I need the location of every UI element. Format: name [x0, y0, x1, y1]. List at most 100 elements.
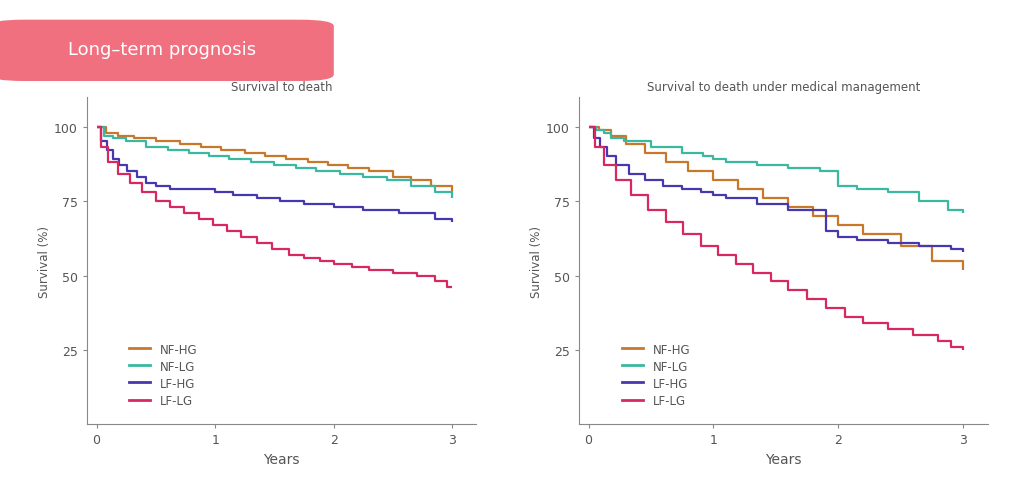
NF-LG — [913, 199, 926, 204]
LF-HG — [113, 163, 125, 169]
NF-LG — [428, 190, 440, 196]
LF-LG — [839, 315, 851, 321]
LF-HG — [639, 178, 651, 184]
LF-LG — [221, 228, 233, 234]
LF-LG — [112, 172, 124, 178]
LF-HG — [819, 228, 831, 234]
LF-HG — [583, 124, 595, 130]
NF-LG — [106, 136, 119, 142]
LF-HG — [209, 190, 221, 196]
NF-LG — [162, 148, 174, 154]
NF-HG — [682, 169, 694, 175]
LF-LG — [164, 204, 176, 210]
NF-HG — [239, 151, 251, 157]
LF-HG — [131, 175, 143, 181]
Line: NF-LG: NF-LG — [96, 127, 453, 199]
Legend: NF-HG, NF-LG, LF-HG, LF-LG: NF-HG, NF-LG, LF-HG, LF-LG — [124, 339, 202, 412]
LF-HG — [610, 163, 623, 169]
LF-LG — [765, 279, 777, 285]
NF-HG — [301, 160, 313, 166]
LF-LG — [440, 285, 453, 291]
NF-HG — [100, 130, 113, 136]
NF-HG — [926, 258, 938, 264]
LF-LG — [625, 193, 637, 199]
Line: NF-HG: NF-HG — [96, 127, 453, 193]
LF-LG — [364, 267, 376, 273]
NF-HG — [957, 267, 970, 273]
LF-HG — [446, 220, 459, 225]
LF-LG — [748, 270, 760, 276]
LF-LG — [283, 252, 295, 258]
LF-HG — [150, 184, 162, 190]
NF-HG — [281, 157, 293, 163]
NF-LG — [334, 172, 346, 178]
LF-LG — [583, 124, 595, 130]
LF-LG — [150, 199, 162, 204]
Line: LF-HG: LF-HG — [96, 127, 453, 223]
NF-LG — [813, 169, 825, 175]
LF-HG — [676, 187, 688, 193]
NF-HG — [857, 231, 869, 237]
Line: NF-HG: NF-HG — [589, 127, 964, 270]
LF-HG — [328, 204, 340, 210]
NF-LG — [882, 190, 894, 196]
NF-LG — [957, 211, 970, 217]
NF-HG — [404, 178, 417, 184]
Line: LF-HG: LF-HG — [589, 127, 964, 252]
Title: Survival to death: Survival to death — [230, 81, 333, 94]
LF-LG — [597, 163, 609, 169]
LF-HG — [357, 207, 370, 213]
LF-LG — [659, 220, 672, 225]
LF-HG — [708, 193, 720, 199]
NF-LG — [223, 157, 236, 163]
Legend: NF-HG, NF-LG, LF-HG, LF-LG: NF-HG, NF-LG, LF-HG, LF-LG — [617, 339, 695, 412]
NF-LG — [90, 124, 102, 130]
NF-LG — [97, 133, 110, 139]
LF-LG — [642, 207, 654, 213]
NF-HG — [732, 187, 744, 193]
NF-HG — [833, 223, 845, 228]
LF-HG — [623, 172, 635, 178]
LF-LG — [387, 270, 399, 276]
NF-LG — [404, 184, 417, 190]
NF-HG — [895, 244, 907, 249]
Line: LF-LG: LF-LG — [589, 127, 964, 350]
NF-LG — [605, 136, 617, 142]
LF-HG — [164, 187, 176, 193]
NF-HG — [593, 127, 605, 133]
LF-HG — [106, 157, 119, 163]
LF-LG — [266, 246, 279, 252]
NF-LG — [617, 139, 630, 145]
LF-LG — [907, 332, 920, 338]
LF-HG — [428, 217, 440, 223]
NF-LG — [851, 187, 863, 193]
LF-HG — [695, 190, 708, 196]
LF-HG — [782, 207, 795, 213]
FancyBboxPatch shape — [0, 20, 334, 82]
NF-HG — [425, 184, 437, 190]
LF-HG — [913, 244, 926, 249]
LF-LG — [695, 244, 708, 249]
X-axis label: Years: Years — [263, 452, 300, 466]
LF-LG — [178, 211, 190, 217]
NF-LG — [268, 163, 281, 169]
LF-HG — [90, 124, 102, 130]
LF-LG — [446, 285, 459, 291]
LF-LG — [782, 288, 795, 294]
NF-HG — [215, 148, 227, 154]
Line: NF-LG: NF-LG — [589, 127, 964, 214]
LF-HG — [274, 199, 287, 204]
LF-LG — [328, 261, 340, 267]
LF-LG — [610, 178, 623, 184]
NF-HG — [708, 178, 720, 184]
NF-LG — [782, 166, 795, 172]
LF-LG — [313, 258, 326, 264]
LF-HG — [882, 240, 894, 246]
LF-LG — [944, 345, 956, 350]
LF-HG — [226, 193, 239, 199]
NF-HG — [364, 169, 376, 175]
LF-LG — [677, 231, 689, 237]
LF-HG — [121, 169, 133, 175]
NF-LG — [676, 151, 688, 157]
NF-LG — [140, 145, 153, 151]
